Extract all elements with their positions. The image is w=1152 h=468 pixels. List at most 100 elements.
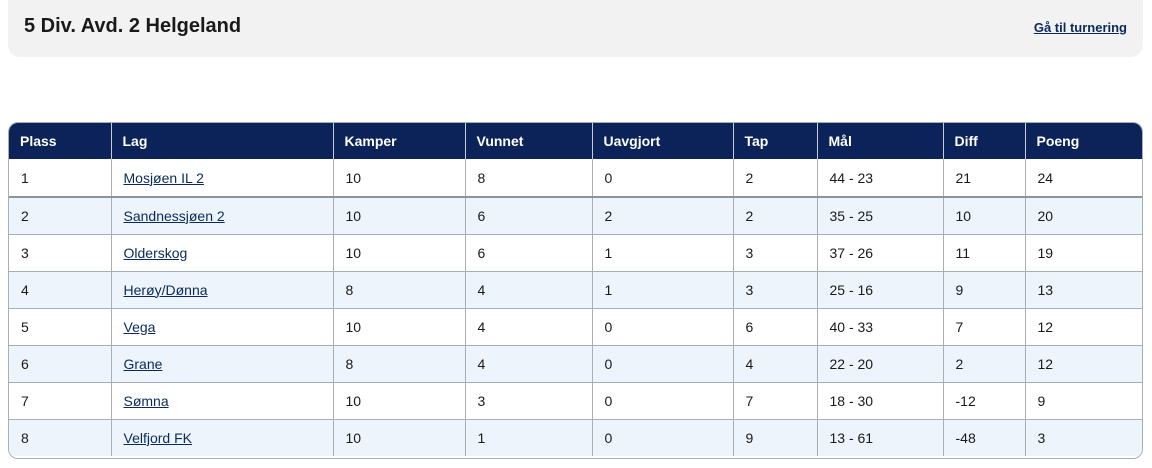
cell-vunnet: 8	[465, 159, 593, 198]
cell-diff: 11	[943, 233, 1026, 271]
cell-lag: Grane	[111, 344, 334, 382]
cell-plass: 4	[9, 270, 112, 308]
cell-tap: 4	[733, 344, 818, 382]
column-header-uavgjort: Uavgjort	[592, 123, 734, 159]
cell-tap: 3	[733, 233, 818, 271]
cell-lag: Velfjord FK	[111, 418, 334, 456]
cell-lag: Herøy/Dønna	[111, 270, 334, 308]
cell-poeng: 12	[1025, 307, 1142, 345]
cell-plass: 6	[9, 344, 112, 382]
cell-kamper: 10	[333, 196, 466, 234]
cell-lag: Sandnessjøen 2	[111, 196, 334, 234]
cell-vunnet: 4	[465, 307, 593, 345]
cell-kamper: 10	[333, 233, 466, 271]
cell-kamper: 10	[333, 381, 466, 419]
cell-vunnet: 6	[465, 233, 593, 271]
cell-maal: 37 - 26	[817, 233, 944, 271]
tournament-link[interactable]: Gå til turnering	[1033, 20, 1127, 35]
cell-plass: 2	[9, 196, 112, 234]
team-link[interactable]: Velfjord FK	[123, 429, 192, 446]
table-row: 3 Olderskog 10 6 1 3 37 - 26 11 19	[9, 233, 1142, 271]
cell-tap: 2	[733, 196, 818, 234]
table-body: 1 Mosjøen IL 2 10 8 0 2 44 - 23 21 24 2 …	[9, 159, 1142, 456]
cell-poeng: 20	[1025, 196, 1142, 234]
cell-uavgjort: 1	[592, 270, 734, 308]
cell-lag: Vega	[111, 307, 334, 345]
cell-uavgjort: 0	[592, 307, 734, 345]
cell-poeng: 13	[1025, 270, 1142, 308]
column-header-maal: Mål	[817, 123, 944, 159]
header-row: Plass Lag Kamper Vunnet Uavgjort Tap Mål…	[9, 123, 1142, 159]
standings-table-wrapper: Plass Lag Kamper Vunnet Uavgjort Tap Mål…	[8, 122, 1143, 459]
cell-vunnet: 1	[465, 418, 593, 456]
cell-vunnet: 3	[465, 381, 593, 419]
cell-tap: 6	[733, 307, 818, 345]
team-link[interactable]: Herøy/Dønna	[123, 281, 208, 298]
cell-lag: Sømna	[111, 381, 334, 419]
cell-vunnet: 4	[465, 344, 593, 382]
cell-kamper: 8	[333, 344, 466, 382]
cell-poeng: 24	[1025, 159, 1142, 198]
cell-maal: 13 - 61	[817, 418, 944, 456]
table-row: 8 Velfjord FK 10 1 0 9 13 - 61 -48 3	[9, 418, 1142, 456]
cell-maal: 40 - 33	[817, 307, 944, 345]
cell-tap: 3	[733, 270, 818, 308]
header-card: 5 Div. Avd. 2 Helgeland Gå til turnering	[8, 0, 1143, 57]
cell-maal: 18 - 30	[817, 381, 944, 419]
team-link[interactable]: Sømna	[123, 392, 169, 409]
team-link[interactable]: Sandnessjøen 2	[123, 207, 225, 224]
cell-tap: 7	[733, 381, 818, 419]
team-link[interactable]: Vega	[123, 318, 156, 335]
table-row: 6 Grane 8 4 0 4 22 - 20 2 12	[9, 344, 1142, 382]
team-link[interactable]: Olderskog	[123, 244, 188, 261]
team-link[interactable]: Grane	[123, 355, 163, 372]
cell-tap: 9	[733, 418, 818, 456]
table-row: 4 Herøy/Dønna 8 4 1 3 25 - 16 9 13	[9, 270, 1142, 308]
column-header-tap: Tap	[733, 123, 818, 159]
column-header-kamper: Kamper	[333, 123, 466, 159]
column-header-diff: Diff	[943, 123, 1026, 159]
cell-uavgjort: 2	[592, 196, 734, 234]
cell-uavgjort: 0	[592, 344, 734, 382]
cell-diff: 9	[943, 270, 1026, 308]
cell-kamper: 10	[333, 418, 466, 456]
cell-diff: -48	[943, 418, 1026, 456]
cell-plass: 5	[9, 307, 112, 345]
column-header-plass: Plass	[9, 123, 112, 159]
cell-kamper: 8	[333, 270, 466, 308]
table-row: 5 Vega 10 4 0 6 40 - 33 7 12	[9, 307, 1142, 345]
cell-poeng: 12	[1025, 344, 1142, 382]
cell-maal: 25 - 16	[817, 270, 944, 308]
cell-lag: Olderskog	[111, 233, 334, 271]
table-header: Plass Lag Kamper Vunnet Uavgjort Tap Mål…	[9, 123, 1142, 159]
cell-maal: 22 - 20	[817, 344, 944, 382]
cell-kamper: 10	[333, 159, 466, 198]
cell-uavgjort: 1	[592, 233, 734, 271]
column-header-poeng: Poeng	[1025, 123, 1142, 159]
standings-table: Plass Lag Kamper Vunnet Uavgjort Tap Mål…	[9, 123, 1142, 456]
cell-maal: 35 - 25	[817, 196, 944, 234]
team-link[interactable]: Mosjøen IL 2	[123, 169, 204, 186]
cell-maal: 44 - 23	[817, 159, 944, 198]
table-row: 1 Mosjøen IL 2 10 8 0 2 44 - 23 21 24	[9, 159, 1142, 198]
cell-poeng: 9	[1025, 381, 1142, 419]
column-header-vunnet: Vunnet	[465, 123, 593, 159]
cell-diff: 21	[943, 159, 1026, 198]
column-header-lag: Lag	[111, 123, 334, 159]
cell-uavgjort: 0	[592, 418, 734, 456]
cell-diff: 7	[943, 307, 1026, 345]
cell-diff: 2	[943, 344, 1026, 382]
cell-plass: 7	[9, 381, 112, 419]
cell-diff: 10	[943, 196, 1026, 234]
cell-kamper: 10	[333, 307, 466, 345]
cell-poeng: 3	[1025, 418, 1142, 456]
cell-vunnet: 6	[465, 196, 593, 234]
cell-plass: 3	[9, 233, 112, 271]
cell-poeng: 19	[1025, 233, 1142, 271]
table-row: 7 Sømna 10 3 0 7 18 - 30 -12 9	[9, 381, 1142, 419]
cell-uavgjort: 0	[592, 381, 734, 419]
cell-vunnet: 4	[465, 270, 593, 308]
cell-diff: -12	[943, 381, 1026, 419]
page-title: 5 Div. Avd. 2 Helgeland	[24, 15, 242, 37]
cell-uavgjort: 0	[592, 159, 734, 198]
